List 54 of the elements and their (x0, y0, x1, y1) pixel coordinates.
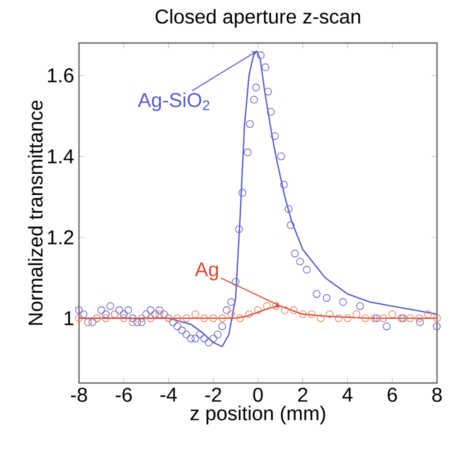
point (362, 314, 370, 322)
x-tick-label: 4 (342, 388, 352, 402)
point (344, 314, 352, 322)
point (415, 314, 423, 322)
y-tick-label: 1 (64, 311, 74, 326)
point (227, 310, 236, 318)
point (308, 310, 316, 318)
point (388, 310, 396, 318)
point (209, 314, 218, 322)
chart-title: Closed aperture z-scan (156, 8, 360, 28)
point (272, 302, 280, 310)
x-tick-label: 8 (432, 388, 442, 402)
x-axis-title: z position (mm) (190, 406, 326, 424)
x-tick-label: -4 (160, 388, 177, 402)
y-tick-label: 1.6 (48, 68, 74, 82)
series-label: Ag (194, 262, 218, 280)
point (174, 314, 182, 322)
x-tick-label: -2 (205, 388, 222, 402)
point (326, 310, 334, 318)
x-tick-label: -8 (70, 388, 88, 402)
x-tick-label: 0 (253, 388, 263, 402)
point (75, 314, 83, 322)
point (146, 314, 154, 322)
point (191, 310, 200, 318)
point (263, 302, 271, 310)
point (379, 314, 388, 322)
point (280, 306, 289, 314)
point (128, 318, 137, 326)
point (254, 306, 262, 314)
point (200, 314, 208, 322)
point (138, 314, 146, 322)
point (102, 314, 110, 322)
legend-label: Ag-SiO$_{2}$ (138, 92, 210, 112)
point (334, 314, 342, 322)
point (406, 314, 414, 322)
point (352, 310, 360, 318)
point (218, 314, 226, 322)
y-axis-title: Normalized transmittance (28, 100, 43, 325)
point (120, 314, 128, 322)
point (156, 310, 164, 318)
point (298, 310, 307, 318)
point (245, 310, 253, 318)
point (182, 314, 190, 322)
x-tick-label: 2 (298, 388, 308, 402)
point (290, 306, 298, 314)
point (316, 314, 325, 322)
point (433, 314, 441, 322)
x-tick-label: -6 (116, 388, 132, 402)
point (370, 314, 378, 322)
point (424, 310, 432, 318)
y-tick-label: 1.2 (48, 230, 74, 244)
x-tick-label: 6 (388, 388, 397, 402)
y-tick-label: 1.4 (48, 149, 74, 164)
point (236, 314, 244, 322)
